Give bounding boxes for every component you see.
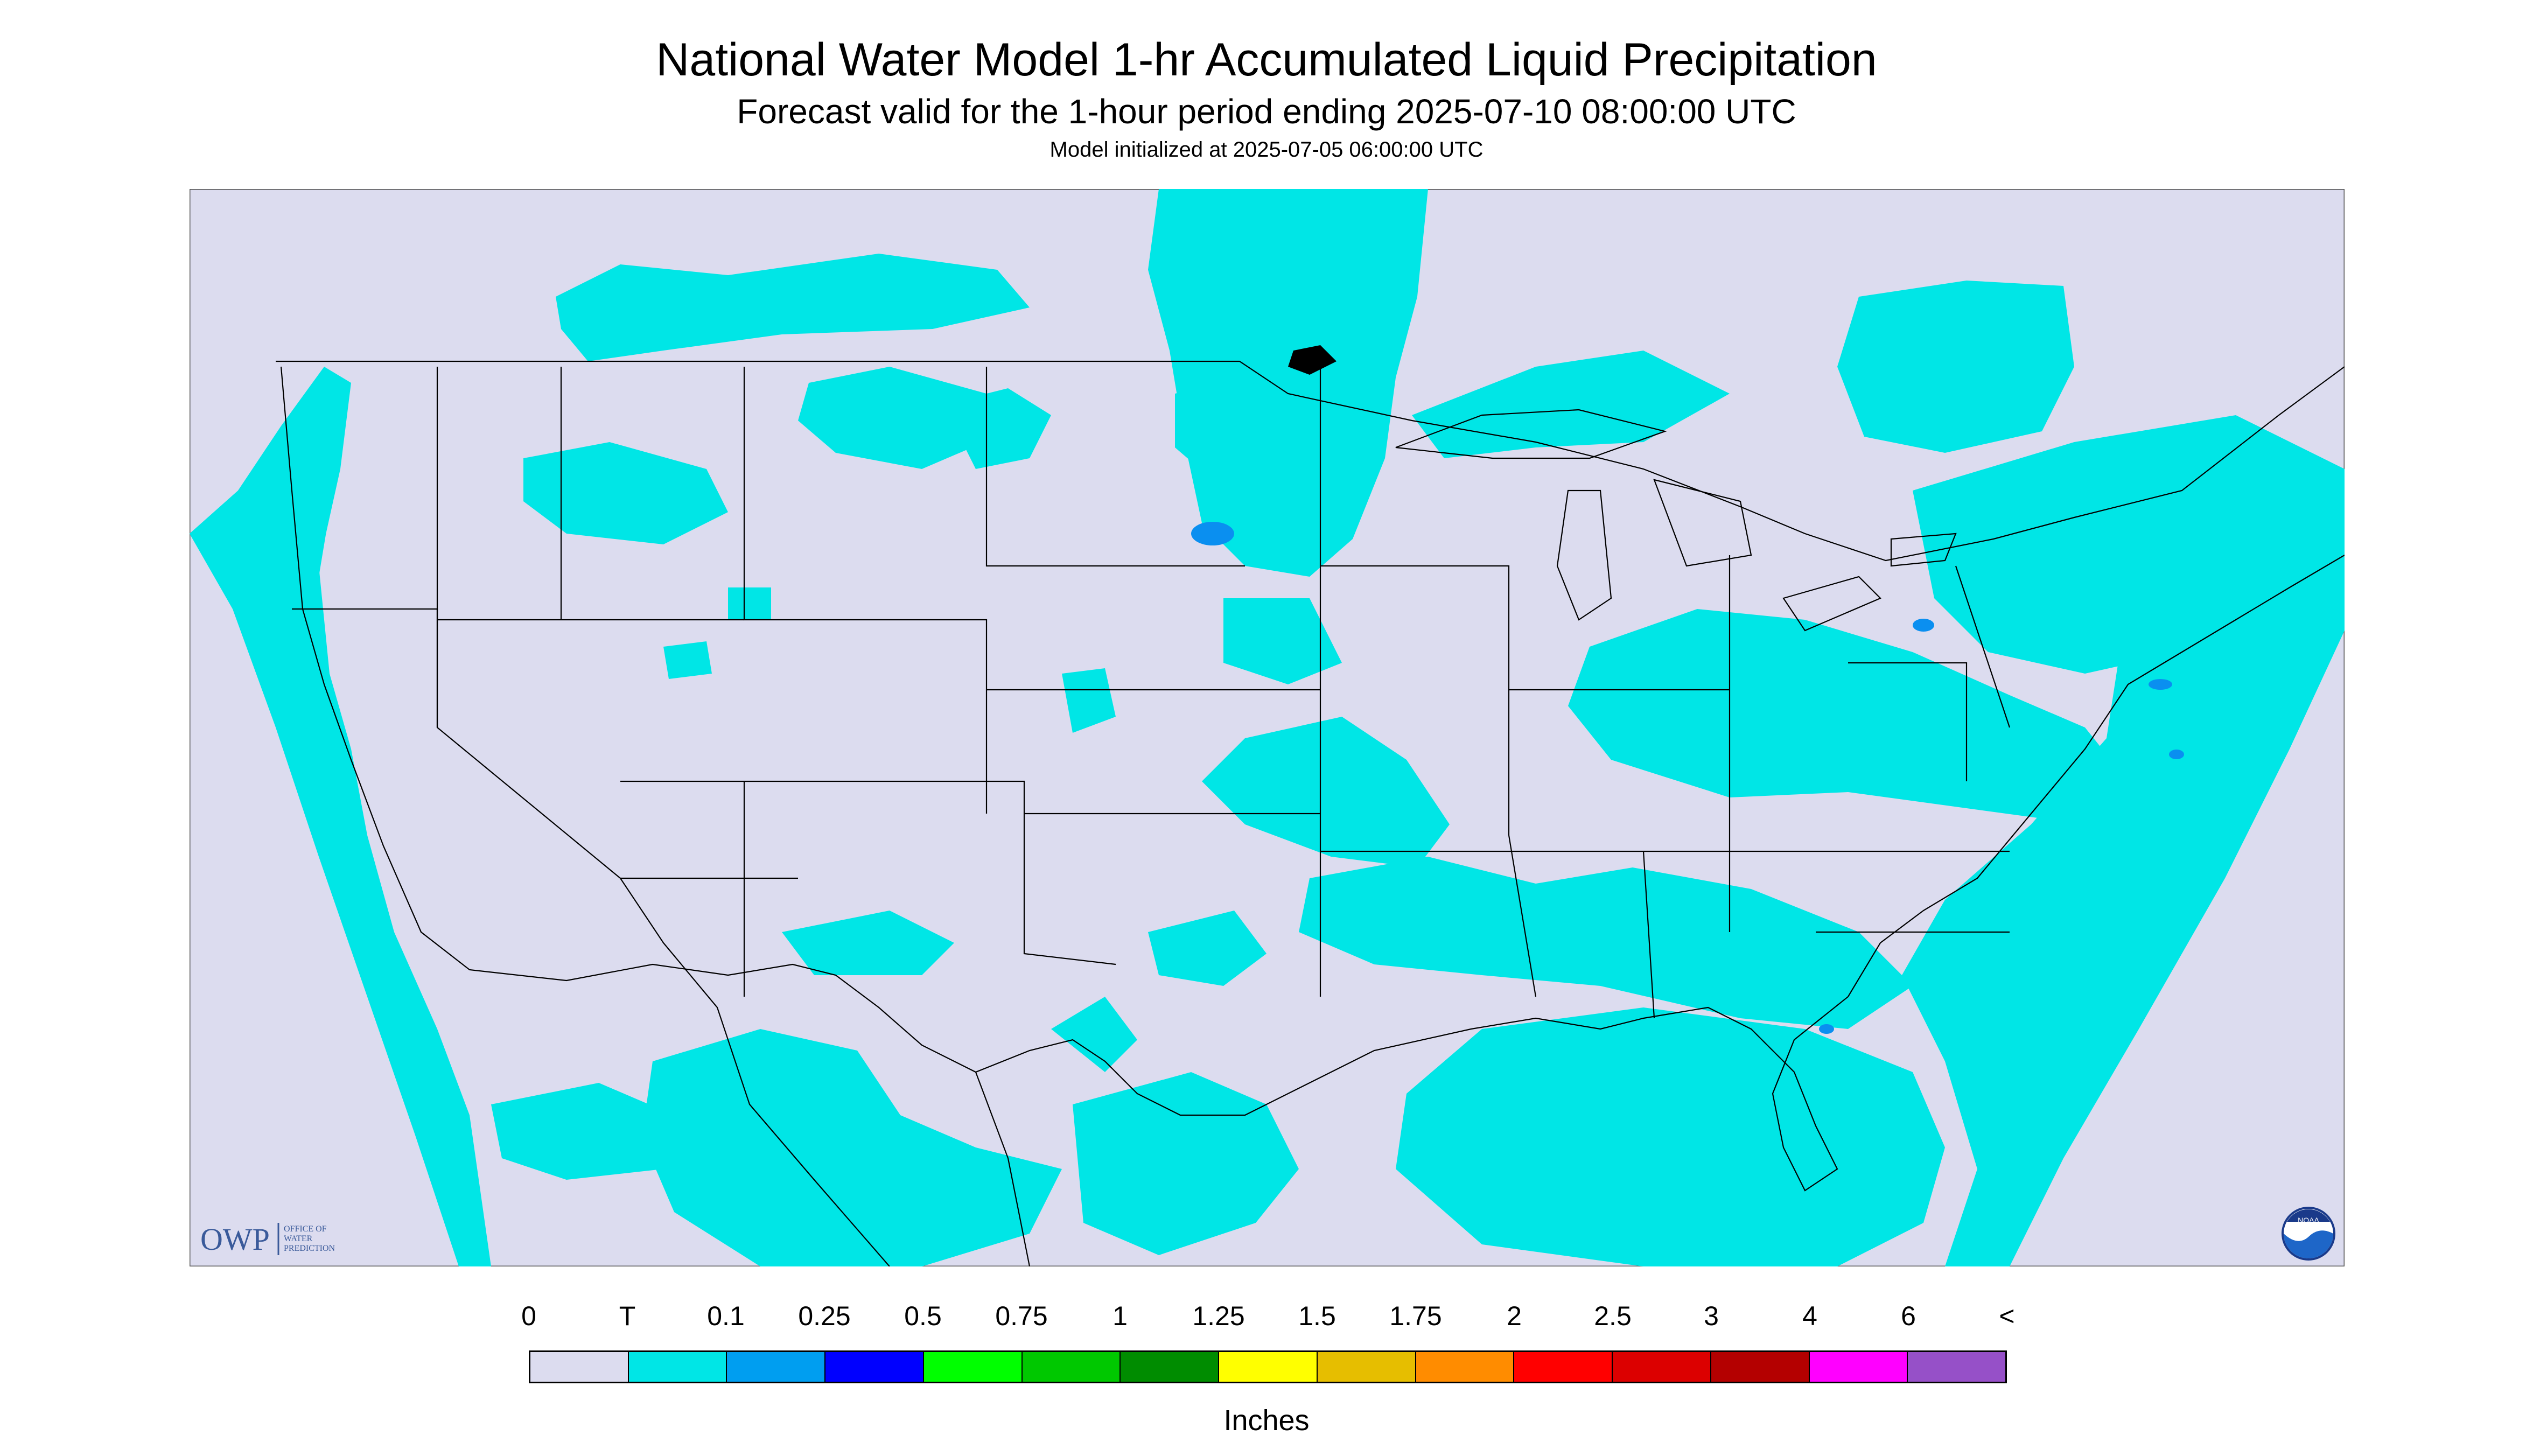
- noaa-logo: NOAA: [2282, 1207, 2335, 1261]
- owp-logo-sub-1: OFFICE OF: [284, 1224, 327, 1234]
- legend-label: 1.75: [1389, 1301, 1442, 1331]
- legend-label: 0: [521, 1301, 536, 1331]
- legend-swatch: [727, 1352, 826, 1382]
- legend-swatch: [1809, 1352, 1908, 1382]
- lake-marker: [1288, 345, 1337, 375]
- legend-label: 1.5: [1298, 1301, 1336, 1331]
- legend-label: 1.25: [1192, 1301, 1245, 1331]
- legend-label: 0.5: [904, 1301, 942, 1331]
- legend-color-bar: [529, 1350, 2007, 1383]
- heavier-precip-spots: [1191, 522, 2184, 1034]
- legend-swatch: [1416, 1352, 1515, 1382]
- legend-swatch: [1121, 1352, 1220, 1382]
- legend-swatch: [1317, 1352, 1416, 1382]
- legend-labels: 0 T 0.1 0.25 0.5 0.75 1 1.25 1.5 1.75 2 2.5 3 4 6 <: [0, 1300, 2533, 1338]
- legend-swatch: [1908, 1352, 2006, 1382]
- legend-swatch: [1613, 1352, 1711, 1382]
- legend-label: 2: [1507, 1301, 1522, 1331]
- legend-swatch: [628, 1352, 727, 1382]
- legend-swatch: [923, 1352, 1023, 1382]
- legend-label: <: [1999, 1301, 2015, 1331]
- legend-swatch: [1711, 1352, 1810, 1382]
- legend-swatch: [1022, 1352, 1121, 1382]
- legend-label: 0.25: [798, 1301, 851, 1331]
- owp-logo-text: OWP: [200, 1222, 270, 1257]
- owp-logo-sub-3: PREDICTION: [284, 1244, 335, 1253]
- legend-label: 4: [1802, 1301, 1817, 1331]
- map-title: National Water Model 1-hr Accumulated Li…: [656, 34, 1877, 86]
- map-subtitle: Forecast valid for the 1-hour period end…: [737, 92, 1796, 131]
- legend-swatch: [825, 1352, 924, 1382]
- noaa-logo-text: NOAA: [2298, 1216, 2319, 1224]
- legend-swatch: [530, 1352, 629, 1382]
- legend-label: 2.5: [1594, 1301, 1632, 1331]
- model-init-text: Model initialized at 2025-07-05 06:00:00…: [1049, 138, 1484, 162]
- precip-field: [190, 189, 2345, 1266]
- legend-label: 1: [1112, 1301, 1128, 1331]
- owp-logo-sub-2: WATER: [284, 1234, 313, 1243]
- owp-logo: OWP OFFICE OF WATER PREDICTION: [200, 1222, 335, 1257]
- legend-swatch: [1514, 1352, 1613, 1382]
- legend-swatch: [1219, 1352, 1318, 1382]
- legend-units: Inches: [1223, 1404, 1310, 1437]
- legend-label: 6: [1901, 1301, 1916, 1331]
- precipitation-map: OWP OFFICE OF WATER PREDICTION NOAA: [190, 189, 2345, 1266]
- legend-label: 0.75: [995, 1301, 1048, 1331]
- legend-label: 3: [1704, 1301, 1719, 1331]
- legend-label: T: [619, 1301, 636, 1331]
- political-boundaries: [276, 360, 2345, 1266]
- legend-label: 0.1: [707, 1301, 745, 1331]
